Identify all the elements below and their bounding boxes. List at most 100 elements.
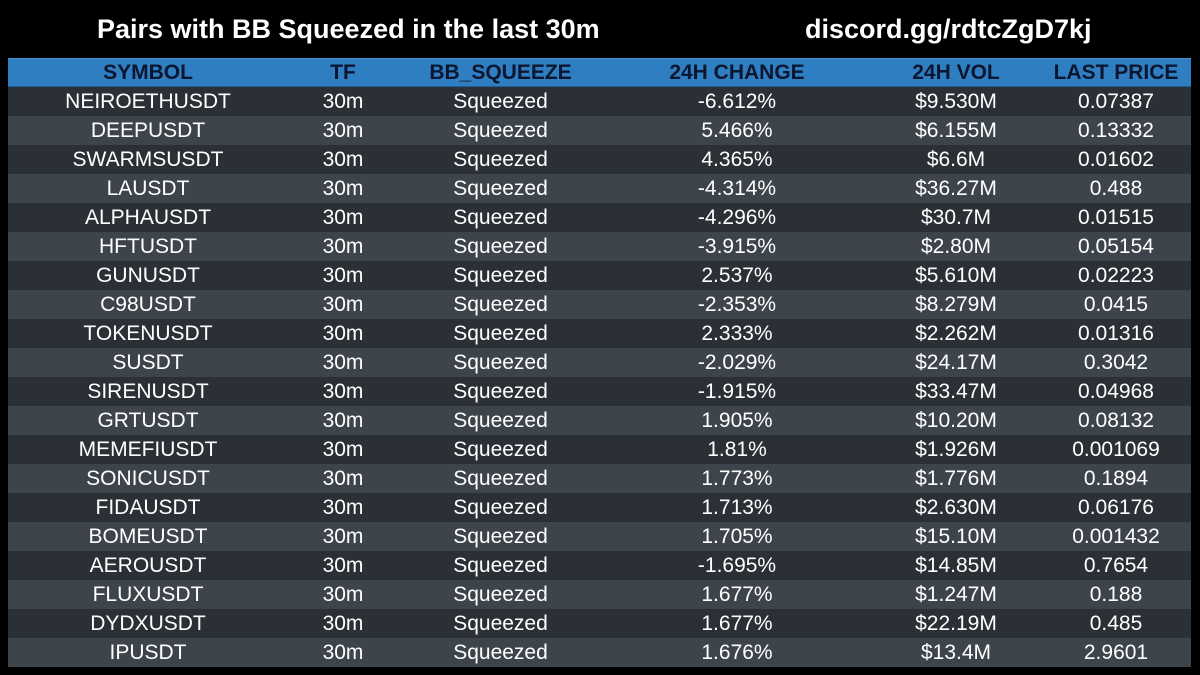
bb-squeeze-cell: Squeezed <box>398 203 603 232</box>
bb-squeeze-cell: Squeezed <box>398 261 603 290</box>
bb-squeeze-cell: Squeezed <box>398 522 603 551</box>
change-cell: -1.695% <box>603 551 871 580</box>
volume-cell: $13.4M <box>871 638 1041 667</box>
price-cell: 0.488 <box>1041 174 1191 203</box>
symbol-cell: ALPHAUSDT <box>8 203 288 232</box>
column-header-symbol: SYMBOL <box>8 58 288 87</box>
bb-squeeze-cell: Squeezed <box>398 580 603 609</box>
tf-cell: 30m <box>288 145 398 174</box>
volume-cell: $1.247M <box>871 580 1041 609</box>
symbol-cell: SWARMSUSDT <box>8 145 288 174</box>
table-row: SUSDT 30m Squeezed -2.029% $24.17M 0.3042 <box>8 348 1191 377</box>
bb-squeeze-cell: Squeezed <box>398 174 603 203</box>
price-cell: 0.001432 <box>1041 522 1191 551</box>
symbol-cell: MEMEFIUSDT <box>8 435 288 464</box>
column-header-bb-squeeze: BB_SQUEEZE <box>398 58 603 87</box>
tf-cell: 30m <box>288 609 398 638</box>
tf-cell: 30m <box>288 232 398 261</box>
change-cell: -2.353% <box>603 290 871 319</box>
symbol-cell: SIRENUSDT <box>8 377 288 406</box>
table-row: C98USDT 30m Squeezed -2.353% $8.279M 0.0415 <box>8 290 1191 319</box>
tf-cell: 30m <box>288 464 398 493</box>
volume-cell: $2.630M <box>871 493 1041 522</box>
tf-cell: 30m <box>288 290 398 319</box>
volume-cell: $1.926M <box>871 435 1041 464</box>
symbol-cell: FLUXUSDT <box>8 580 288 609</box>
tf-cell: 30m <box>288 319 398 348</box>
page-title: Pairs with BB Squeezed in the last 30m <box>97 14 600 44</box>
price-cell: 0.01602 <box>1041 145 1191 174</box>
price-cell: 0.13332 <box>1041 116 1191 145</box>
table-row: BOMEUSDT 30m Squeezed 1.705% $15.10M 0.001432 <box>8 522 1191 551</box>
bb-squeeze-cell: Squeezed <box>398 232 603 261</box>
tf-cell: 30m <box>288 493 398 522</box>
price-cell: 0.1894 <box>1041 464 1191 493</box>
tf-cell: 30m <box>288 261 398 290</box>
header: Pairs with BB Squeezed in the last 30m d… <box>0 0 1200 58</box>
symbol-cell: SUSDT <box>8 348 288 377</box>
symbol-cell: DEEPUSDT <box>8 116 288 145</box>
table-row: HFTUSDT 30m Squeezed -3.915% $2.80M 0.05154 <box>8 232 1191 261</box>
table-row: TOKENUSDT 30m Squeezed 2.333% $2.262M 0.01316 <box>8 319 1191 348</box>
change-cell: -4.314% <box>603 174 871 203</box>
symbol-cell: C98USDT <box>8 290 288 319</box>
bb-squeeze-cell: Squeezed <box>398 116 603 145</box>
symbol-cell: LAUSDT <box>8 174 288 203</box>
price-cell: 0.01515 <box>1041 203 1191 232</box>
column-header-last-price: LAST PRICE <box>1041 58 1191 87</box>
volume-cell: $8.279M <box>871 290 1041 319</box>
bb-squeeze-cell: Squeezed <box>398 551 603 580</box>
tf-cell: 30m <box>288 86 398 116</box>
bb-squeeze-cell: Squeezed <box>398 609 603 638</box>
bb-squeeze-cell: Squeezed <box>398 377 603 406</box>
table-header-row: SYMBOL TF BB_SQUEEZE 24H CHANGE 24H VOL … <box>8 58 1191 87</box>
symbol-cell: BOMEUSDT <box>8 522 288 551</box>
symbol-cell: AEROUSDT <box>8 551 288 580</box>
table-row: GRTUSDT 30m Squeezed 1.905% $10.20M 0.08132 <box>8 406 1191 435</box>
symbol-cell: DYDXUSDT <box>8 609 288 638</box>
volume-cell: $2.262M <box>871 319 1041 348</box>
squeeze-table: SYMBOL TF BB_SQUEEZE 24H CHANGE 24H VOL … <box>8 58 1191 667</box>
symbol-cell: TOKENUSDT <box>8 319 288 348</box>
volume-cell: $6.155M <box>871 116 1041 145</box>
bb-squeeze-cell: Squeezed <box>398 290 603 319</box>
bb-squeeze-cell: Squeezed <box>398 464 603 493</box>
change-cell: 1.905% <box>603 406 871 435</box>
change-cell: 5.466% <box>603 116 871 145</box>
bb-squeeze-cell: Squeezed <box>398 435 603 464</box>
table-body: NEIROETHUSDT 30m Squeezed -6.612% $9.530M 0.0… <box>8 86 1191 667</box>
volume-cell: $2.80M <box>871 232 1041 261</box>
symbol-cell: HFTUSDT <box>8 232 288 261</box>
tf-cell: 30m <box>288 638 398 667</box>
table-row: SWARMSUSDT 30m Squeezed 4.365% $6.6M 0.01602 <box>8 145 1191 174</box>
price-cell: 0.3042 <box>1041 348 1191 377</box>
symbol-cell: GRTUSDT <box>8 406 288 435</box>
price-cell: 0.188 <box>1041 580 1191 609</box>
symbol-cell: IPUSDT <box>8 638 288 667</box>
volume-cell: $14.85M <box>871 551 1041 580</box>
table-row: IPUSDT 30m Squeezed 1.676% $13.4M 2.9601 <box>8 638 1191 667</box>
volume-cell: $33.47M <box>871 377 1041 406</box>
change-cell: 2.537% <box>603 261 871 290</box>
table-row: FIDAUSDT 30m Squeezed 1.713% $2.630M 0.06176 <box>8 493 1191 522</box>
table-row: DYDXUSDT 30m Squeezed 1.677% $22.19M 0.485 <box>8 609 1191 638</box>
table-row: SIRENUSDT 30m Squeezed -1.915% $33.47M 0.0496… <box>8 377 1191 406</box>
volume-cell: $30.7M <box>871 203 1041 232</box>
symbol-cell: GUNUSDT <box>8 261 288 290</box>
change-cell: -4.296% <box>603 203 871 232</box>
table-row: SONICUSDT 30m Squeezed 1.773% $1.776M 0.1894 <box>8 464 1191 493</box>
bb-squeeze-cell: Squeezed <box>398 406 603 435</box>
volume-cell: $10.20M <box>871 406 1041 435</box>
table-row: GUNUSDT 30m Squeezed 2.537% $5.610M 0.02223 <box>8 261 1191 290</box>
table-row: ALPHAUSDT 30m Squeezed -4.296% $30.7M 0.01515 <box>8 203 1191 232</box>
change-cell: -3.915% <box>603 232 871 261</box>
volume-cell: $15.10M <box>871 522 1041 551</box>
volume-cell: $1.776M <box>871 464 1041 493</box>
price-cell: 0.07387 <box>1041 86 1191 116</box>
price-cell: 0.485 <box>1041 609 1191 638</box>
change-cell: 1.773% <box>603 464 871 493</box>
change-cell: 1.705% <box>603 522 871 551</box>
discord-link[interactable]: discord.gg/rdtcZgD7kj <box>805 14 1092 44</box>
symbol-cell: SONICUSDT <box>8 464 288 493</box>
tf-cell: 30m <box>288 551 398 580</box>
